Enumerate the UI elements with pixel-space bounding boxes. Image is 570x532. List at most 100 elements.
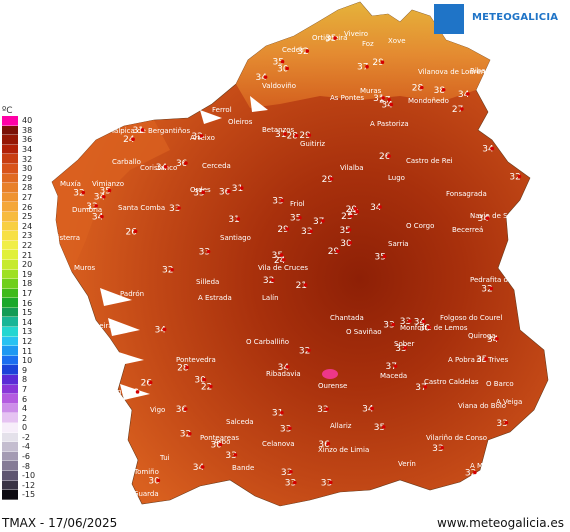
station-reading: 30 <box>340 239 353 249</box>
legend-label: 34 <box>22 145 33 155</box>
station-temperature: 32 <box>180 430 191 440</box>
place-label: Vilanova de Lourenzá <box>418 68 493 76</box>
station-temperature: 34 <box>193 463 205 473</box>
station-temperature: 22 <box>201 382 212 392</box>
station-reading: 24 <box>274 256 286 266</box>
station-dot <box>170 267 174 272</box>
station-reading: 34 <box>92 213 104 223</box>
station-reading: 33 <box>281 468 293 478</box>
station-reading: 34 <box>256 73 268 83</box>
legend-row: 38 <box>2 125 42 136</box>
place-label: Folgoso do Courel <box>440 314 502 322</box>
station-temperature: 34 <box>256 73 268 83</box>
place-label: A Pastoriza <box>370 120 409 128</box>
station-dot <box>307 348 311 353</box>
station-reading: 30 <box>419 323 431 333</box>
legend-row: 18 <box>2 279 42 289</box>
legend-swatch <box>2 442 18 452</box>
station-temperature: 21 <box>296 281 307 291</box>
station-reading: 34 <box>193 463 205 473</box>
station-reading: 37 <box>386 362 398 372</box>
place-label: Oleiros <box>228 118 253 126</box>
legend-row: 16 <box>2 298 42 308</box>
legend-row: 15 <box>2 307 42 318</box>
station-temperature: 31 <box>133 126 144 136</box>
station-dot <box>328 480 333 485</box>
place-label: Viveiro <box>344 30 368 38</box>
legend-label: 32 <box>22 154 33 164</box>
station-temperature: 35 <box>193 188 204 198</box>
legend-row: 20 <box>2 259 42 270</box>
station-dot <box>489 286 494 291</box>
station-dot <box>285 66 289 71</box>
site-link[interactable]: www.meteogalicia.es <box>436 516 564 530</box>
station-temperature: 27 <box>379 96 390 106</box>
station-temperature: 32 <box>481 284 492 294</box>
legend-row: 40 <box>2 116 42 126</box>
station-dot <box>387 97 391 102</box>
legend-swatch <box>2 269 18 280</box>
station-temperature: 36 <box>176 159 188 169</box>
legend-row: 11 <box>2 346 42 356</box>
station-dot <box>325 407 329 411</box>
legend-label: -12 <box>22 480 36 490</box>
place-label: Vila de Cruces <box>258 264 308 272</box>
station-temperature: 34 <box>94 193 106 203</box>
station-temperature: 37 <box>357 63 368 73</box>
station-reading: 24 <box>123 135 135 145</box>
legend-row: 24 <box>2 221 42 232</box>
station-temperature: 35 <box>339 226 350 236</box>
legend-label: 23 <box>22 231 33 241</box>
legend-swatch <box>2 365 18 376</box>
station-dot <box>380 60 385 65</box>
station-reading: 30 <box>277 64 289 74</box>
station-reading: 30 <box>194 376 207 386</box>
legend-row: 21 <box>2 250 42 260</box>
station-temperature: 30 <box>194 376 206 386</box>
station-temperature: 28 <box>287 132 299 142</box>
place-label: Ourense <box>318 382 347 390</box>
station-temperature: 34 <box>487 335 499 345</box>
meteogalicia-logo[interactable]: METEOGALICIA <box>434 4 564 34</box>
station-temperature: 28 <box>412 84 424 94</box>
legend-label: -6 <box>22 452 30 462</box>
legend-row: 6 <box>2 394 42 404</box>
station-reading: 32 <box>297 47 310 57</box>
station-reading: 36 <box>318 440 331 450</box>
place-label: Viana do Bolo <box>458 402 506 410</box>
place-label: A Mezquita <box>470 462 509 470</box>
station-dot <box>490 146 495 151</box>
station-dot <box>101 194 106 199</box>
station-dot <box>335 249 340 253</box>
station-temperature: 33 <box>225 451 236 461</box>
station-reading: 33 <box>280 424 292 434</box>
legend-swatch <box>2 279 18 289</box>
station-temperature: 24 <box>274 256 286 266</box>
legend-label: 21 <box>22 250 33 260</box>
legend-unit: ºC <box>2 106 13 116</box>
place-label: Vilalba <box>340 164 364 172</box>
station-dot <box>81 190 86 195</box>
station-temperature: 26 <box>141 379 153 389</box>
legend-label: 13 <box>22 327 33 337</box>
station-dot <box>282 258 286 262</box>
station-temperature: 33 <box>285 479 296 489</box>
station-temperature: 26 <box>126 227 138 237</box>
station-dot <box>233 453 238 457</box>
station-temperature: 28 <box>177 363 189 373</box>
station-temperature: 29 <box>328 247 340 257</box>
station-reading: 37 <box>313 217 325 227</box>
station-dot <box>107 188 112 193</box>
station-dot <box>292 480 297 485</box>
place-label: Becerreá <box>452 226 483 234</box>
legend-swatch <box>2 375 18 385</box>
legend-label: -4 <box>22 442 30 452</box>
station-temperature: 32 <box>509 172 520 182</box>
station-temperature: 34 <box>458 90 470 100</box>
place-label: Quiroga <box>468 332 496 340</box>
station-temperature: 34 <box>92 213 104 223</box>
place-label: Cangas <box>108 388 134 396</box>
place-label: Betanzos <box>262 126 295 134</box>
legend-swatch <box>2 432 18 443</box>
